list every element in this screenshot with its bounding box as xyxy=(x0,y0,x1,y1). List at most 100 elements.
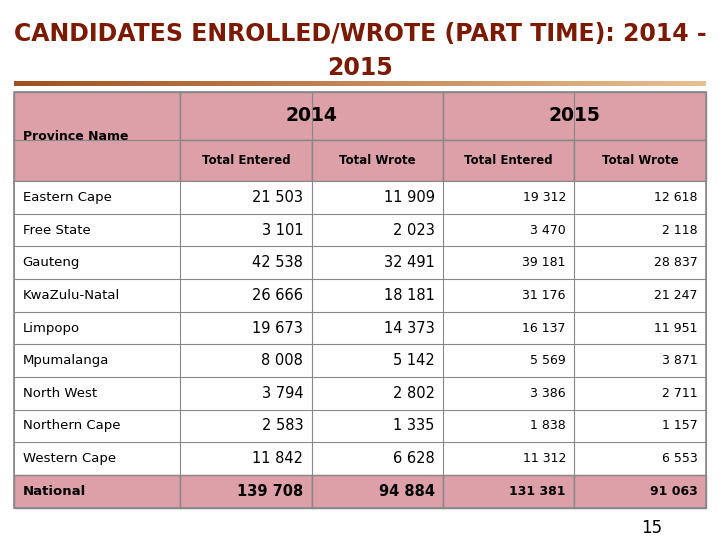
Bar xyxy=(575,181,706,214)
Text: Province Name: Province Name xyxy=(23,130,128,143)
Text: 2 118: 2 118 xyxy=(662,224,697,237)
Bar xyxy=(14,279,180,312)
Bar xyxy=(443,345,575,377)
Text: 11 312: 11 312 xyxy=(523,452,566,465)
Bar xyxy=(312,377,443,410)
Bar xyxy=(180,140,312,181)
Text: 18 181: 18 181 xyxy=(384,288,435,303)
Bar xyxy=(312,181,443,214)
Text: 28 837: 28 837 xyxy=(654,256,697,269)
Bar xyxy=(443,214,575,246)
Bar xyxy=(180,246,312,279)
Text: 3 871: 3 871 xyxy=(662,354,697,367)
Text: 2015: 2015 xyxy=(327,56,393,79)
Text: 1 838: 1 838 xyxy=(530,420,566,433)
Text: 3 794: 3 794 xyxy=(261,386,303,401)
Text: 5 142: 5 142 xyxy=(393,353,435,368)
Text: 1 335: 1 335 xyxy=(393,418,435,434)
Text: CANDIDATES ENROLLED/WROTE (PART TIME): 2014 -: CANDIDATES ENROLLED/WROTE (PART TIME): 2… xyxy=(14,22,706,45)
Text: 3 470: 3 470 xyxy=(530,224,566,237)
Bar xyxy=(312,410,443,442)
Text: 11 951: 11 951 xyxy=(654,322,697,335)
Bar xyxy=(180,279,312,312)
Bar xyxy=(575,312,706,345)
Text: 5 569: 5 569 xyxy=(530,354,566,367)
Bar xyxy=(180,345,312,377)
Text: Gauteng: Gauteng xyxy=(23,256,80,269)
Text: Total Wrote: Total Wrote xyxy=(602,154,678,167)
Text: Total Entered: Total Entered xyxy=(464,154,553,167)
Text: 11 842: 11 842 xyxy=(252,451,303,466)
Bar xyxy=(443,279,575,312)
Bar xyxy=(312,279,443,312)
Text: North West: North West xyxy=(23,387,96,400)
Text: 15: 15 xyxy=(641,519,662,537)
Text: Total Wrote: Total Wrote xyxy=(339,154,415,167)
Bar xyxy=(443,140,575,181)
Bar xyxy=(14,214,180,246)
Text: 2014: 2014 xyxy=(286,106,338,125)
Bar xyxy=(575,345,706,377)
Text: 2 583: 2 583 xyxy=(261,418,303,434)
Bar xyxy=(575,377,706,410)
Bar xyxy=(575,140,706,181)
Text: National: National xyxy=(23,485,86,498)
Bar xyxy=(443,92,706,140)
Bar xyxy=(14,92,180,181)
Bar xyxy=(443,442,575,475)
Bar xyxy=(180,410,312,442)
Text: Mpumalanga: Mpumalanga xyxy=(23,354,109,367)
Text: 94 884: 94 884 xyxy=(379,484,435,499)
Text: 42 538: 42 538 xyxy=(253,255,303,271)
Text: 3 386: 3 386 xyxy=(531,387,566,400)
Bar xyxy=(443,181,575,214)
Text: 11 909: 11 909 xyxy=(384,190,435,205)
Bar xyxy=(14,312,180,345)
Text: 2015: 2015 xyxy=(549,106,600,125)
Text: 14 373: 14 373 xyxy=(384,321,435,335)
Text: 19 673: 19 673 xyxy=(253,321,303,335)
Bar xyxy=(443,475,575,508)
Bar xyxy=(14,377,180,410)
Text: 2 023: 2 023 xyxy=(393,222,435,238)
Bar xyxy=(575,246,706,279)
Text: 21 247: 21 247 xyxy=(654,289,697,302)
Text: 31 176: 31 176 xyxy=(523,289,566,302)
Bar xyxy=(575,475,706,508)
Bar xyxy=(443,377,575,410)
Text: 12 618: 12 618 xyxy=(654,191,697,204)
Bar xyxy=(312,345,443,377)
Text: 19 312: 19 312 xyxy=(523,191,566,204)
Text: Limpopo: Limpopo xyxy=(23,322,80,335)
Bar xyxy=(312,246,443,279)
Text: 131 381: 131 381 xyxy=(510,485,566,498)
Text: 26 666: 26 666 xyxy=(252,288,303,303)
Text: 8 008: 8 008 xyxy=(261,353,303,368)
Text: 2 711: 2 711 xyxy=(662,387,697,400)
Bar xyxy=(443,410,575,442)
Bar xyxy=(180,181,312,214)
Text: KwaZulu-Natal: KwaZulu-Natal xyxy=(23,289,120,302)
Text: 2 802: 2 802 xyxy=(392,386,435,401)
Bar xyxy=(575,279,706,312)
Bar xyxy=(14,475,180,508)
Bar xyxy=(180,475,312,508)
Text: 6 628: 6 628 xyxy=(393,451,435,466)
Bar xyxy=(180,377,312,410)
Text: 16 137: 16 137 xyxy=(523,322,566,335)
Text: Western Cape: Western Cape xyxy=(23,452,116,465)
Bar xyxy=(312,214,443,246)
Bar xyxy=(312,442,443,475)
Text: 32 491: 32 491 xyxy=(384,255,435,271)
Text: 139 708: 139 708 xyxy=(237,484,303,499)
Bar xyxy=(14,246,180,279)
Bar xyxy=(575,214,706,246)
Text: Free State: Free State xyxy=(23,224,91,237)
Bar xyxy=(180,312,312,345)
Text: Eastern Cape: Eastern Cape xyxy=(23,191,112,204)
Bar xyxy=(14,345,180,377)
Bar xyxy=(443,312,575,345)
Bar xyxy=(575,442,706,475)
Text: Total Entered: Total Entered xyxy=(202,154,290,167)
Bar xyxy=(180,92,443,140)
